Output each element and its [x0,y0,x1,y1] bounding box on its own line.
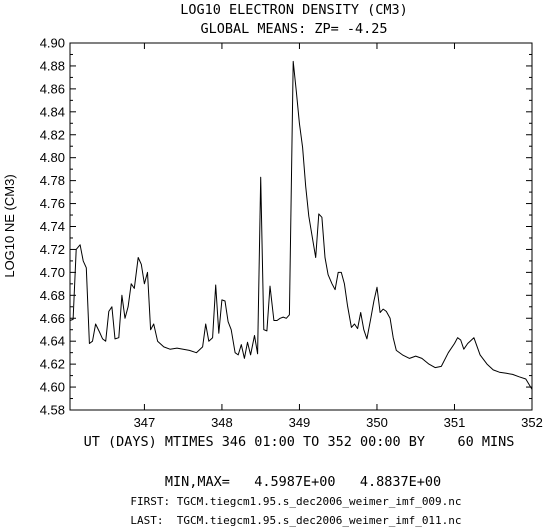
x-tick-label: 347 [134,415,156,430]
y-tick-label: 4.64 [40,334,65,349]
x-tick-label: 349 [289,415,311,430]
x-tick-label: 350 [366,415,388,430]
y-tick-label: 4.90 [40,36,65,51]
chart-title: LOG10 ELECTRON DENSITY (CM3) [180,2,408,18]
y-tick-label: 4.88 [40,58,65,73]
y-axis: 4.58 4.60 4.62 4.64 4.66 4.68 4.70 4.72 4.74 4.76… [40,36,532,418]
last-file-label: LAST: TGCM.tiegcm1.95.s_dec2006_weimer_i… [130,514,461,527]
min-max-readout: MIN,MAX= 4.5987E+00 4.8837E+00 [165,474,441,490]
series-layer [69,60,533,390]
y-tick-label: 4.80 [40,150,65,165]
y-tick-label: 4.74 [40,219,65,234]
x-tick-label: 351 [444,415,466,430]
y-tick-label: 4.68 [40,288,65,303]
y-tick-label: 4.72 [40,242,65,257]
plot-frame [69,42,533,411]
y-tick-label: 4.62 [40,357,65,372]
y-tick-label: 4.76 [40,196,65,211]
first-file-label: FIRST: TGCM.tiegcm1.95.s_dec2006_weimer_… [130,495,461,508]
x-axis: 347 348 349 350 351 352 [134,43,543,430]
x-tick-label: 352 [521,415,543,430]
series-line-0 [69,60,533,390]
y-tick-label: 4.84 [40,104,65,119]
y-tick-label: 4.86 [40,81,65,96]
y-tick-label: 4.82 [40,127,65,142]
chart-subtitle: GLOBAL MEANS: ZP= -4.25 [201,21,388,37]
y-tick-label: 4.70 [40,265,65,280]
x-tick-label: 348 [211,415,233,430]
y-tick-label: 4.66 [40,311,65,326]
y-tick-label: 4.78 [40,173,65,188]
y-axis-label: LOG10 NE (CM3) [2,174,17,277]
x-axis-label: UT (DAYS) MTIMES 346 01:00 TO 352 00:00 … [84,434,515,450]
y-tick-label: 4.58 [40,403,65,418]
y-tick-label: 4.60 [40,380,65,395]
